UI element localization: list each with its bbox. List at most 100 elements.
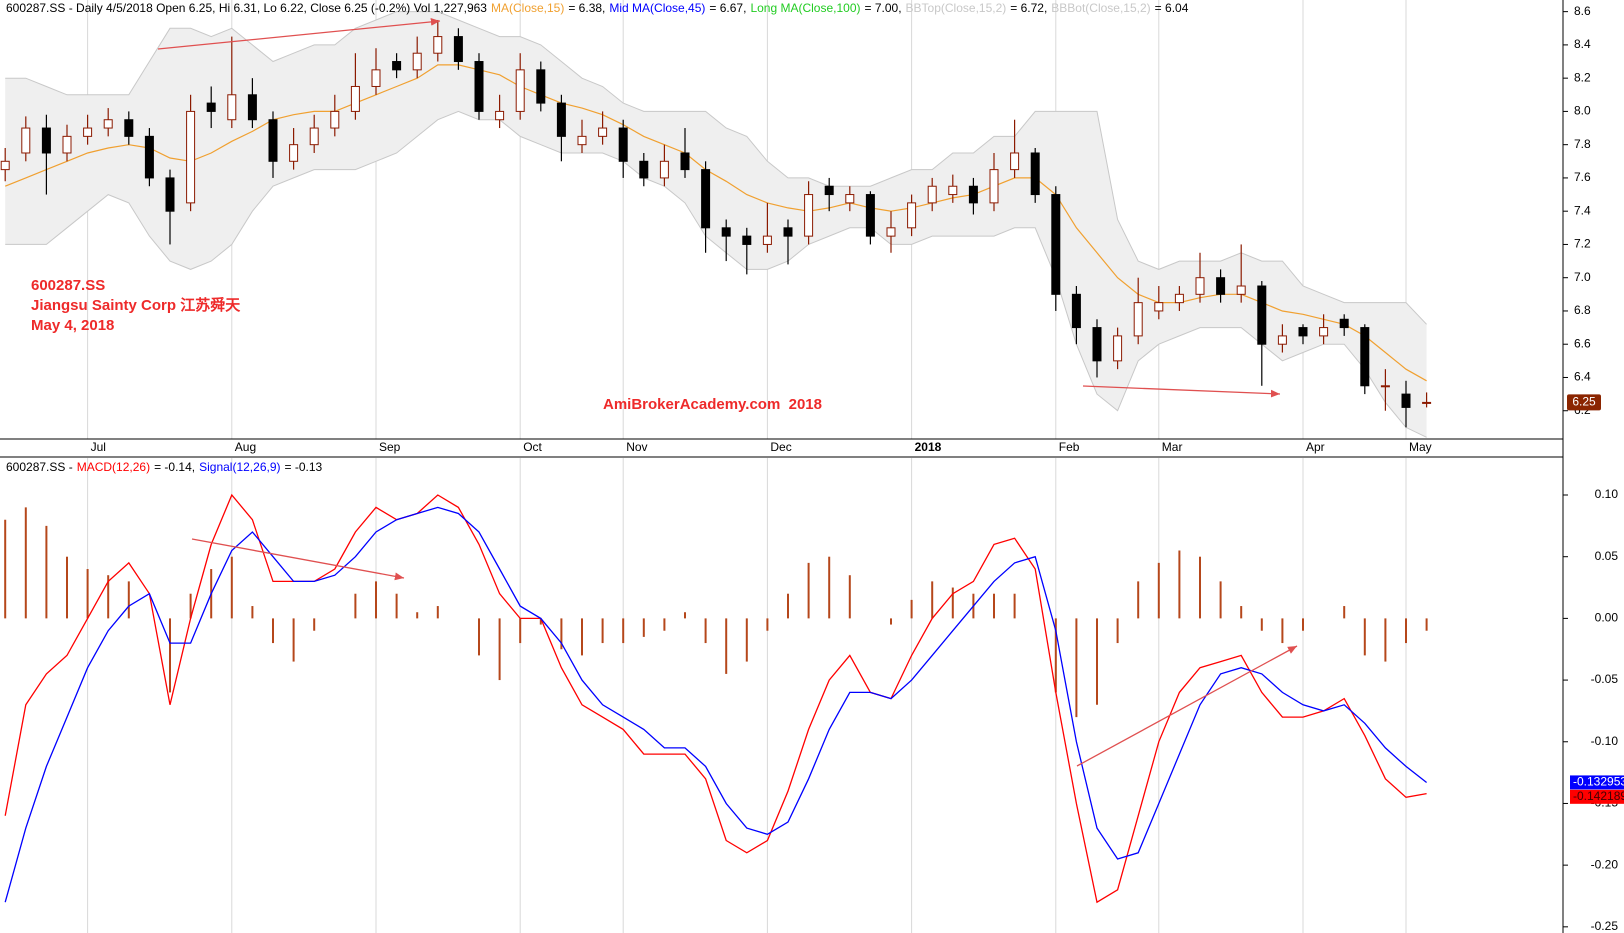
candle-body	[845, 194, 855, 204]
candle-body	[1092, 327, 1102, 362]
candle-body	[1319, 327, 1329, 337]
indicator-line	[5, 110, 1427, 438]
line	[4, 506, 1428, 903]
candle-body	[144, 135, 154, 179]
x-tick-label: Mar	[1162, 440, 1183, 454]
y-tick-label: -0.20	[1591, 857, 1619, 871]
value-tag-label: -0.142189	[1573, 789, 1624, 803]
candle-body	[556, 102, 566, 137]
candle-body	[453, 36, 463, 63]
macd-header: 600287.SS - MACD(12,26) = -0.14, Signal(12,…	[6, 460, 326, 474]
candle-body	[948, 185, 958, 196]
candle-body	[1298, 327, 1308, 337]
candle-body	[1133, 302, 1143, 337]
trend-arrow	[191, 538, 405, 581]
value-tag	[1570, 775, 1624, 790]
candle-body	[227, 94, 237, 121]
candle-body	[536, 69, 546, 104]
candle-body	[350, 85, 360, 112]
candle-body	[865, 194, 875, 237]
candle-body	[639, 160, 649, 179]
candle-body	[742, 235, 752, 245]
x-tick-label: Sep	[379, 440, 401, 454]
value-tag	[1570, 789, 1624, 804]
candle-body	[824, 185, 834, 196]
candle-body	[0, 160, 10, 171]
candle-body	[247, 94, 257, 121]
candle-body	[1195, 277, 1205, 295]
candle-body	[371, 69, 381, 87]
legend-reading: = 6.04	[1154, 1, 1189, 15]
x-tick-label: Oct	[523, 440, 542, 454]
x-tick-label: Jul	[91, 440, 106, 454]
y-tick-label: 0.00	[1595, 611, 1619, 625]
candle-body	[1071, 293, 1081, 329]
watermark: AmiBrokerAcademy.com 2018	[603, 396, 822, 413]
y-tick-label: 8.2	[1574, 70, 1591, 84]
candle-body	[1030, 152, 1040, 196]
legend-reading: = -0.13	[284, 460, 323, 474]
legend-name: MA(Close,15)	[490, 1, 565, 15]
candle-body	[1236, 285, 1246, 295]
y-tick-label: 6.4	[1574, 370, 1591, 384]
candle-body	[433, 36, 443, 54]
candle-body	[515, 69, 525, 112]
indicator-line	[5, 11, 1427, 325]
legend-reading: = 6.67,	[709, 1, 747, 15]
candle-body	[886, 227, 896, 237]
candle-body	[1216, 277, 1226, 295]
annotation: Jiangsu Sainty Corp 江苏舜天	[31, 296, 241, 314]
candle-body	[701, 169, 711, 229]
y-tick-label: 0.10	[1595, 487, 1619, 501]
trend-arrow	[157, 18, 441, 50]
legend-name: Signal(12,26,9)	[199, 460, 281, 474]
legend-reading: = 6.72,	[1010, 1, 1048, 15]
candle-body	[103, 119, 113, 129]
candle-body	[309, 127, 319, 146]
candle-body	[1277, 335, 1287, 345]
y-tick-label: 7.4	[1574, 203, 1591, 217]
candle-body	[412, 52, 422, 71]
y-tick-label: 6.8	[1574, 303, 1591, 317]
y-tick-label: -0.25	[1591, 919, 1619, 933]
price-tag	[1567, 394, 1601, 411]
legend-name: MACD(12,26)	[76, 460, 151, 474]
y-tick-label: 7.2	[1574, 237, 1591, 251]
candle-body	[989, 169, 999, 204]
header-title: 600287.SS - Daily 4/5/2018 Open 6.25, Hi…	[6, 1, 487, 15]
x-tick-label: Feb	[1059, 440, 1080, 454]
annotation: 600287.SS	[31, 277, 105, 294]
candle-body	[1154, 302, 1164, 312]
candle-body	[1113, 335, 1123, 362]
y-tick-label: 7.8	[1574, 137, 1591, 151]
candle-body	[330, 110, 340, 129]
line	[4, 493, 1427, 904]
candle-body	[268, 119, 278, 162]
candle-body	[598, 127, 608, 137]
candle-body	[41, 127, 51, 154]
annotation: May 4, 2018	[31, 317, 114, 334]
y-tick-label: -0.10	[1591, 734, 1619, 748]
candle-body	[968, 185, 978, 204]
x-tick-label: Dec	[770, 440, 791, 454]
candle-body	[618, 127, 628, 162]
candle-body	[1174, 293, 1184, 304]
legend-name: BBTop(Close,15,2)	[905, 1, 1007, 15]
x-tick-label: Apr	[1306, 440, 1325, 454]
legend-reading: = -0.14,	[154, 460, 196, 474]
price-header: 600287.SS - Daily 4/5/2018 Open 6.25, Hi…	[6, 1, 1192, 15]
candle-body	[577, 135, 587, 146]
legend-name: Mid MA(Close,45)	[609, 1, 706, 15]
value-tag-label: -0.132953	[1573, 775, 1624, 789]
band-fill	[5, 11, 1427, 438]
candle-body	[21, 127, 31, 154]
y-tick-label: -0.05	[1591, 672, 1619, 686]
y-tick-label: 6.6	[1574, 336, 1591, 350]
candle-body	[474, 61, 484, 112]
y-tick-label: 8.0	[1574, 104, 1591, 118]
trend-arrow	[1076, 645, 1298, 767]
candle-body	[392, 61, 402, 71]
legend-name: Long MA(Close,100)	[750, 1, 861, 15]
candle-body	[1401, 393, 1411, 408]
